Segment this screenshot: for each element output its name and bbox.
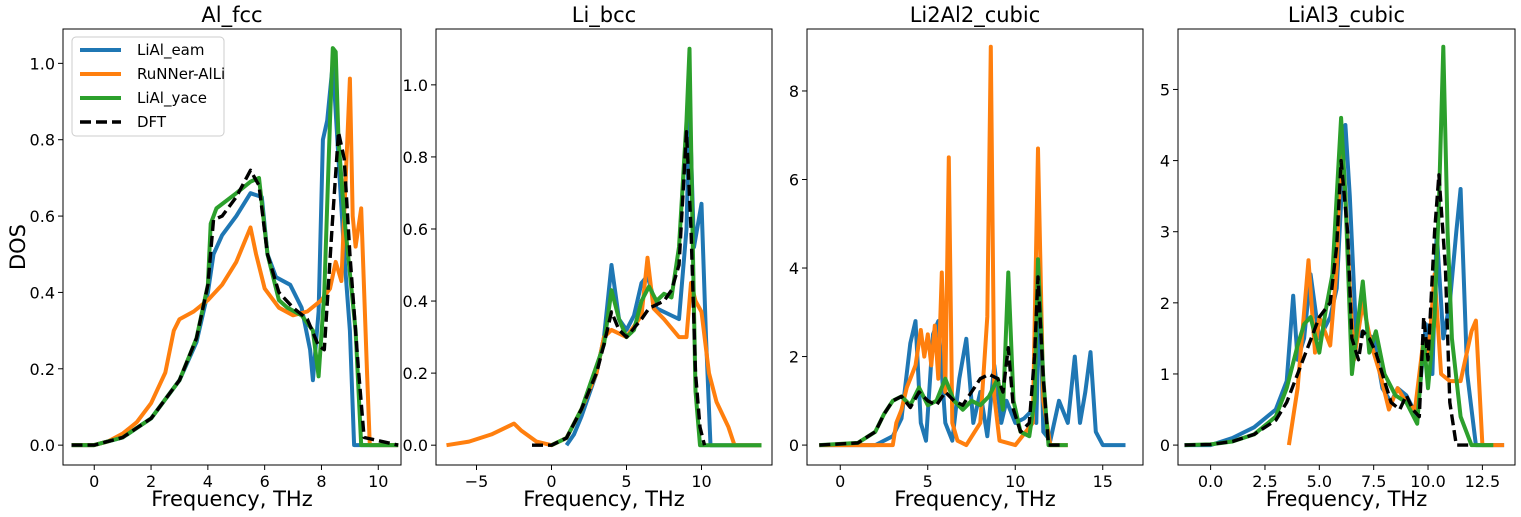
x-tick-label: 7.5 <box>1361 472 1386 491</box>
series-group <box>1184 44 1505 448</box>
legend-box <box>71 36 225 137</box>
axes-frame <box>435 28 773 466</box>
series-line-lial-yace <box>550 46 762 448</box>
panel-title: Al_fcc <box>201 3 262 28</box>
series-group <box>819 44 1126 448</box>
panel-li-bcc: −5 0 5 10 0.0 0.2 0.4 0.6 0.8 1.0 Li_bcc Frequency,… <box>403 3 773 511</box>
panel-title: Li2Al2_cubic <box>910 3 1041 28</box>
y-tick-label: 6 <box>789 170 799 189</box>
series-line-lial-yace <box>1184 44 1494 448</box>
series-line-dft <box>1184 158 1472 447</box>
y-tick-label: 0 <box>1160 436 1170 455</box>
series-line-dft <box>71 130 399 447</box>
y-tick-label: 0.8 <box>30 131 55 150</box>
y-tick-label: 0.6 <box>403 220 428 239</box>
x-axis-label: Frequency, THz <box>523 487 684 511</box>
y-tick-label: 0.4 <box>403 292 428 311</box>
panel-lial3-cubic: 0.0 2.5 5.0 7.5 10.0 12.5 0 1 2 3 4 5 LiAl3_cubic Fre… <box>1160 3 1516 511</box>
y-axis-label: DOS <box>6 224 30 270</box>
series-line-dft <box>819 275 1065 447</box>
x-tick-label: 10 <box>368 472 388 491</box>
y-tick-label: 0.2 <box>30 360 55 379</box>
x-tick-label: 0 <box>89 472 99 491</box>
x-tick-label: 15 <box>1093 472 1113 491</box>
axes-frame <box>1177 28 1516 466</box>
y-tick-label: 0.0 <box>30 436 55 455</box>
x-tick-label: 8 <box>316 472 326 491</box>
panel-title: LiAl3_cubic <box>1288 3 1405 28</box>
y-tick-label: 0.0 <box>403 436 428 455</box>
x-tick-label: 5 <box>923 472 933 491</box>
series-line-runner-alli <box>71 76 399 448</box>
y-tick-label: 8 <box>789 82 799 101</box>
y-tick-label: 0 <box>789 436 799 455</box>
series-line-lial-yace <box>71 46 399 448</box>
x-tick-label: 10 <box>691 472 711 491</box>
y-tick-label: 0.4 <box>30 283 55 302</box>
x-tick-label: 10 <box>1005 472 1025 491</box>
x-tick-label: 6 <box>260 472 270 491</box>
y-tick-label: 5 <box>1160 80 1170 99</box>
panel-li2al2-cubic: 0 5 10 15 0 2 4 6 8 Li2Al2_cubic Frequency, THz <box>789 3 1144 511</box>
x-tick-label: 4 <box>203 472 213 491</box>
y-tick-label: 1.0 <box>403 76 428 95</box>
y-tick-label: 0.6 <box>30 207 55 226</box>
y-tick-label: 0.2 <box>403 364 428 383</box>
axes-frame <box>62 28 402 466</box>
legend-label: RuNNer-AlLi <box>137 65 225 83</box>
x-tick-label: 0.0 <box>1198 472 1223 491</box>
series-group <box>71 46 399 448</box>
axes-frame <box>806 28 1144 466</box>
x-axis-label: Frequency, THz <box>1266 487 1427 511</box>
y-tick-label: 1.0 <box>30 54 55 73</box>
legend-label: LiAl_eam <box>137 41 205 60</box>
series-line-dft <box>532 130 707 447</box>
x-tick-label: 5.0 <box>1307 472 1332 491</box>
y-tick-label: 4 <box>1160 152 1170 171</box>
y-tick-label: 2 <box>789 348 799 367</box>
series-line-lial-eam <box>564 100 762 448</box>
x-tick-label: 10.0 <box>1410 472 1446 491</box>
x-axis-label: Frequency, THz <box>894 487 1055 511</box>
panel-al-fcc: 0 2 4 6 8 10 0.0 0.2 0.4 0.6 0.8 1.0 Al_fcc Frequency… <box>30 3 402 511</box>
y-tick-label: 4 <box>789 259 799 278</box>
x-tick-label: 2 <box>146 472 156 491</box>
series-group <box>446 46 762 448</box>
series-line-runner-alli <box>819 44 1068 448</box>
legend-label: LiAl_yace <box>137 89 207 108</box>
x-tick-label: 12.5 <box>1465 472 1501 491</box>
x-tick-label: 0 <box>546 472 556 491</box>
y-tick-label: 3 <box>1160 223 1170 242</box>
legend-label: DFT <box>137 113 167 131</box>
y-tick-label: 1 <box>1160 365 1170 384</box>
x-axis-label: Frequency, THz <box>151 487 312 511</box>
x-tick-label: 5 <box>621 472 631 491</box>
x-tick-label: −5 <box>465 472 489 491</box>
panel-title: Li_bcc <box>572 3 636 28</box>
y-tick-label: 2 <box>1160 294 1170 313</box>
x-tick-label: 2.5 <box>1252 472 1277 491</box>
x-tick-label: 0 <box>835 472 845 491</box>
series-line-runner-alli <box>446 255 762 448</box>
y-tick-label: 0.8 <box>403 148 428 167</box>
series-line-lial-eam <box>819 279 1126 448</box>
legend: LiAl_eam RuNNer-AlLi LiAl_yace DFT <box>71 36 225 137</box>
